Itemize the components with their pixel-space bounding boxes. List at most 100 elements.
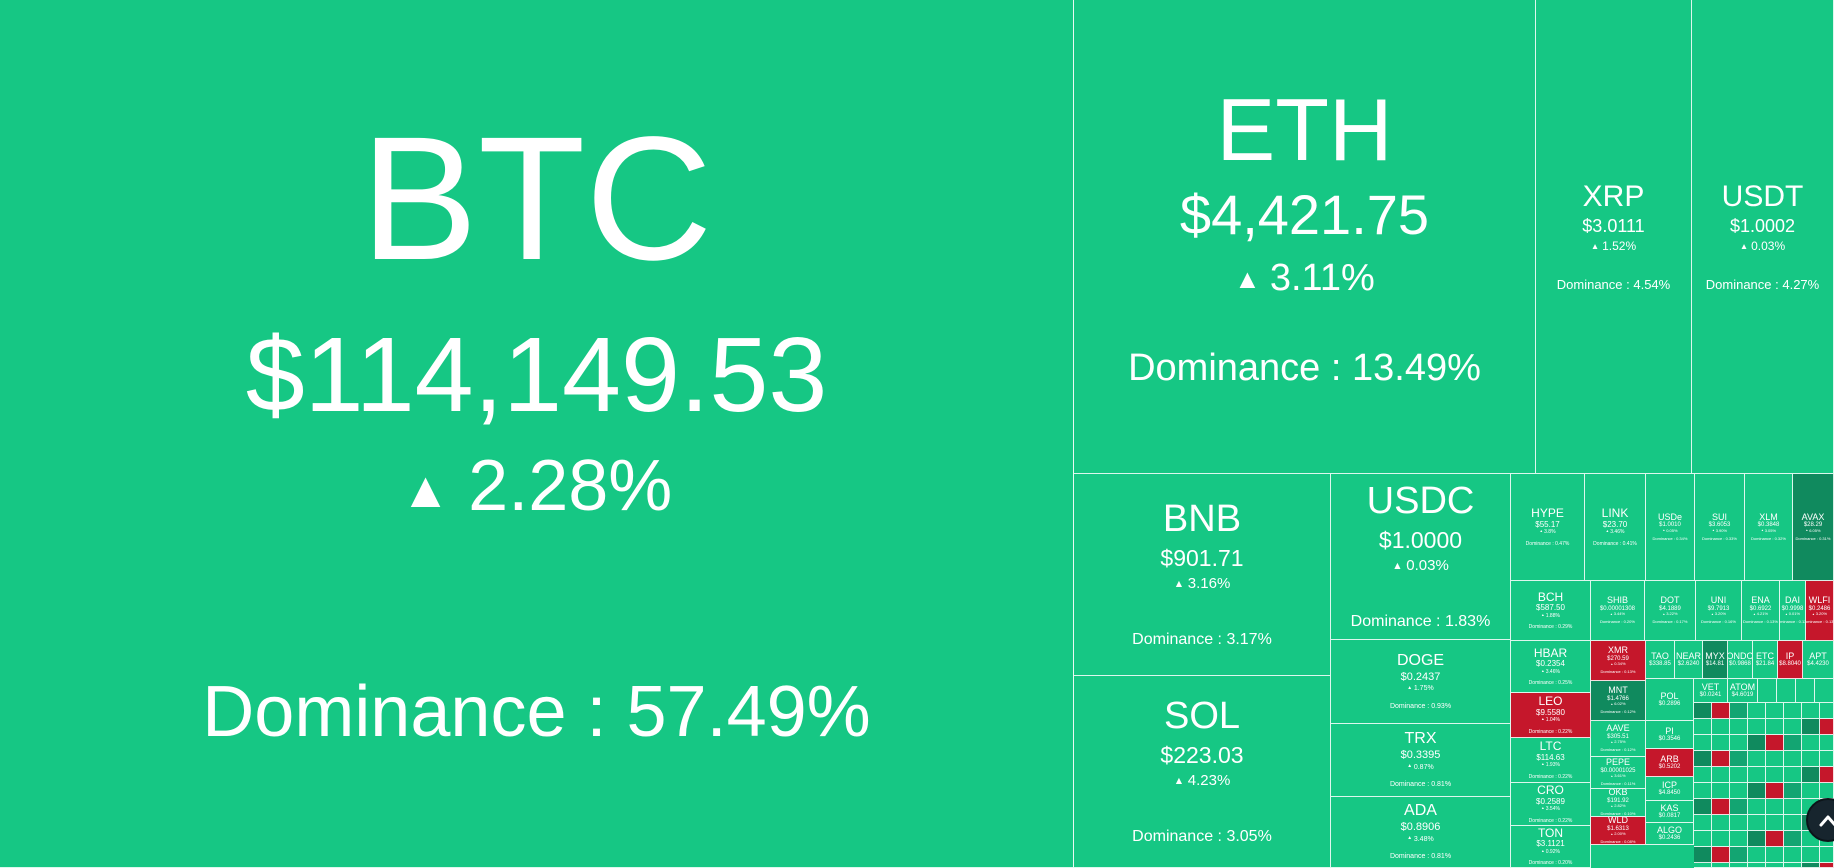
tile-minor-asset[interactable] bbox=[1784, 703, 1802, 719]
tile-doge[interactable]: DOGE $0.2437 ▲ 1.75% Dominance : 0.93% bbox=[1331, 640, 1511, 724]
tile-minor-asset[interactable] bbox=[1694, 735, 1712, 751]
tile-minor-asset[interactable] bbox=[1712, 831, 1730, 847]
tile-minor-asset[interactable] bbox=[1748, 783, 1766, 799]
tile-minor-asset[interactable] bbox=[1802, 719, 1820, 735]
tile-link[interactable]: LINK $23.70 ▲3.46% Dominance : 0.41% bbox=[1585, 474, 1646, 581]
tile-usdt[interactable]: USDT $1.0002 ▲ 0.03% Dominance : 4.27% bbox=[1692, 0, 1834, 474]
tile-minor-asset[interactable] bbox=[1748, 799, 1766, 815]
tile-minor-asset[interactable] bbox=[1748, 719, 1766, 735]
tile-minor-asset[interactable] bbox=[1802, 847, 1820, 863]
tile-minor-asset[interactable] bbox=[1766, 703, 1784, 719]
tile-shib[interactable]: SHIB $0.00001308 ▲3.44% Dominance : 0.20% bbox=[1591, 581, 1645, 641]
tile-minor-asset[interactable] bbox=[1820, 767, 1834, 783]
tile-minor-asset[interactable] bbox=[1820, 703, 1834, 719]
tile-minor-asset[interactable] bbox=[1694, 815, 1712, 831]
tile-minor-asset[interactable] bbox=[1748, 703, 1766, 719]
tile-ip[interactable]: IP $8.8040 bbox=[1778, 641, 1803, 679]
tile-minor-asset[interactable] bbox=[1820, 735, 1834, 751]
tile-minor-asset[interactable] bbox=[1784, 863, 1802, 868]
tile-minor-asset[interactable] bbox=[1748, 751, 1766, 767]
tile-arb[interactable]: ARB $0.5202 bbox=[1646, 749, 1694, 777]
tile-minor-asset[interactable] bbox=[1766, 767, 1784, 783]
tile-minor-asset[interactable] bbox=[1784, 735, 1802, 751]
tile-minor-asset[interactable] bbox=[1802, 863, 1820, 868]
tile-hype[interactable]: HYPE $55.17 ▲3.8% Dominance : 0.47% bbox=[1511, 474, 1585, 581]
tile-usdc[interactable]: USDC $1.0000 ▲ 0.03% Dominance : 1.83% bbox=[1331, 474, 1511, 640]
tile-minor-asset[interactable] bbox=[1694, 831, 1712, 847]
tile-cro[interactable]: CRO $0.2589 ▲3.54% Dominance : 0.22% bbox=[1511, 783, 1591, 826]
tile-dot[interactable]: DOT $4.1889 ▲3.22% Dominance : 0.17% bbox=[1645, 581, 1696, 641]
tile-minor-asset[interactable] bbox=[1712, 863, 1730, 868]
tile-minor-asset[interactable] bbox=[1748, 735, 1766, 751]
tile-minor-asset[interactable] bbox=[1694, 783, 1712, 799]
tile-minor-asset[interactable] bbox=[1784, 799, 1802, 815]
tile-minor-asset[interactable] bbox=[1784, 847, 1802, 863]
tile-minor-asset[interactable] bbox=[1802, 783, 1820, 799]
tile-minor-asset[interactable] bbox=[1802, 735, 1820, 751]
tile-minor-asset[interactable] bbox=[1766, 751, 1784, 767]
tile-icp[interactable]: ICP $4.8450 bbox=[1646, 777, 1694, 801]
tile-minor-asset[interactable] bbox=[1730, 735, 1748, 751]
tile-minor-asset[interactable] bbox=[1712, 703, 1730, 719]
tile-minor-asset[interactable] bbox=[1712, 719, 1730, 735]
tile-minor-asset[interactable] bbox=[1694, 719, 1712, 735]
tile-minor-asset[interactable] bbox=[1766, 783, 1784, 799]
tile-minor-asset[interactable] bbox=[1730, 783, 1748, 799]
tile-minor-asset[interactable] bbox=[1730, 719, 1748, 735]
tile-minor-asset[interactable] bbox=[1694, 767, 1712, 783]
tile-eth[interactable]: ETH $4,421.75 ▲ 3.11% Dominance : 13.49% bbox=[1074, 0, 1536, 474]
tile-sui[interactable]: SUI $3.6053 ▲3.90% Dominance : 0.33% bbox=[1695, 474, 1745, 581]
tile-near[interactable]: NEAR $2.6240 bbox=[1675, 641, 1703, 679]
tile-minor-asset[interactable] bbox=[1766, 799, 1784, 815]
tile-minor-asset[interactable] bbox=[1730, 831, 1748, 847]
tile-ton[interactable]: TON $3.1121 ▲0.92% Dominance : 0.20% bbox=[1511, 826, 1591, 868]
tile-xmr[interactable]: XMR $270.59 ▲0.34% Dominance : 0.13% bbox=[1591, 641, 1646, 681]
tile-minor-asset[interactable] bbox=[1748, 863, 1766, 868]
tile-algo[interactable]: ALGO $0.2436 bbox=[1646, 823, 1694, 845]
tile-minor-asset[interactable] bbox=[1694, 847, 1712, 863]
tile-minor-asset[interactable] bbox=[1748, 831, 1766, 847]
tile-tao[interactable]: TAO $338.85 bbox=[1646, 641, 1675, 679]
tile-avax[interactable]: AVAX $28.29 ▲6.05% Dominance : 0.31% bbox=[1793, 474, 1834, 581]
tile-sol[interactable]: SOL $223.03 ▲ 4.23% Dominance : 3.05% bbox=[1074, 676, 1331, 868]
tile-minor-asset[interactable] bbox=[1730, 751, 1748, 767]
tile-etc[interactable]: ETC $21.84 bbox=[1753, 641, 1778, 679]
tile-minor-asset[interactable] bbox=[1730, 799, 1748, 815]
tile-dai[interactable]: DAI$0.9998▲0.01% Dominance : 0.13% bbox=[1780, 581, 1806, 641]
tile-minor-asset[interactable] bbox=[1712, 767, 1730, 783]
tile-ena[interactable]: ENA $0.6922 ▲4.21% Dominance : 0.13% bbox=[1742, 581, 1780, 641]
tile-pi[interactable]: PI $0.3546 bbox=[1646, 721, 1694, 749]
tile-minor-asset[interactable] bbox=[1712, 783, 1730, 799]
tile-hbar[interactable]: HBAR $0.2354 ▲3.46% Dominance : 0.25% bbox=[1511, 641, 1591, 693]
tile-leo[interactable]: LEO $9.5580 ▲1.04% Dominance : 0.22% bbox=[1511, 693, 1591, 738]
tile-ondo[interactable]: ONDO $0.9868 bbox=[1728, 641, 1753, 679]
tile-btc[interactable]: BTC $114,149.53 ▲ 2.28% Dominance : 57.49… bbox=[0, 0, 1074, 868]
tile-minor-asset[interactable] bbox=[1712, 815, 1730, 831]
tile-minor-asset[interactable] bbox=[1784, 815, 1802, 831]
tile-minor-asset[interactable] bbox=[1784, 719, 1802, 735]
tile-aave[interactable]: AAVE $305.51 ▲2.75% Dominance : 0.12% bbox=[1591, 721, 1646, 757]
tile-minor-asset[interactable] bbox=[1802, 751, 1820, 767]
tile-minor-asset[interactable] bbox=[1766, 847, 1784, 863]
tile-minor-asset[interactable] bbox=[1784, 767, 1802, 783]
tile-minor-asset[interactable] bbox=[1730, 703, 1748, 719]
tile-xrp[interactable]: XRP $3.0111 ▲ 1.52% Dominance : 4.54% bbox=[1536, 0, 1692, 474]
tile-minor-asset[interactable] bbox=[1694, 751, 1712, 767]
tile-minor-asset[interactable] bbox=[1766, 815, 1784, 831]
tile-minor-asset[interactable] bbox=[1730, 767, 1748, 783]
tile-minor-asset[interactable] bbox=[1694, 863, 1712, 868]
tile-minor-asset[interactable] bbox=[1777, 679, 1796, 703]
tile-minor-asset[interactable] bbox=[1820, 783, 1834, 799]
tile-minor-asset[interactable] bbox=[1712, 751, 1730, 767]
tile-pepe[interactable]: PEPE $0.00001025 ▲3.61% Dominance : 0.11% bbox=[1591, 757, 1646, 789]
tile-minor-asset[interactable] bbox=[1748, 767, 1766, 783]
tile-atom[interactable]: ATOM $4.6019 bbox=[1728, 679, 1758, 703]
tile-vet[interactable]: VET $0.0241 bbox=[1694, 679, 1728, 703]
tile-minor-asset[interactable] bbox=[1802, 767, 1820, 783]
tile-minor-asset[interactable] bbox=[1820, 847, 1834, 863]
tile-minor-asset[interactable] bbox=[1820, 719, 1834, 735]
tile-wlfi[interactable]: WLFI$0.2486▲3.20% Dominance : 0.13% bbox=[1806, 581, 1834, 641]
tile-minor-asset[interactable] bbox=[1766, 719, 1784, 735]
tile-kas[interactable]: KAS $0.0817 bbox=[1646, 801, 1694, 823]
tile-minor-asset[interactable] bbox=[1820, 863, 1834, 868]
